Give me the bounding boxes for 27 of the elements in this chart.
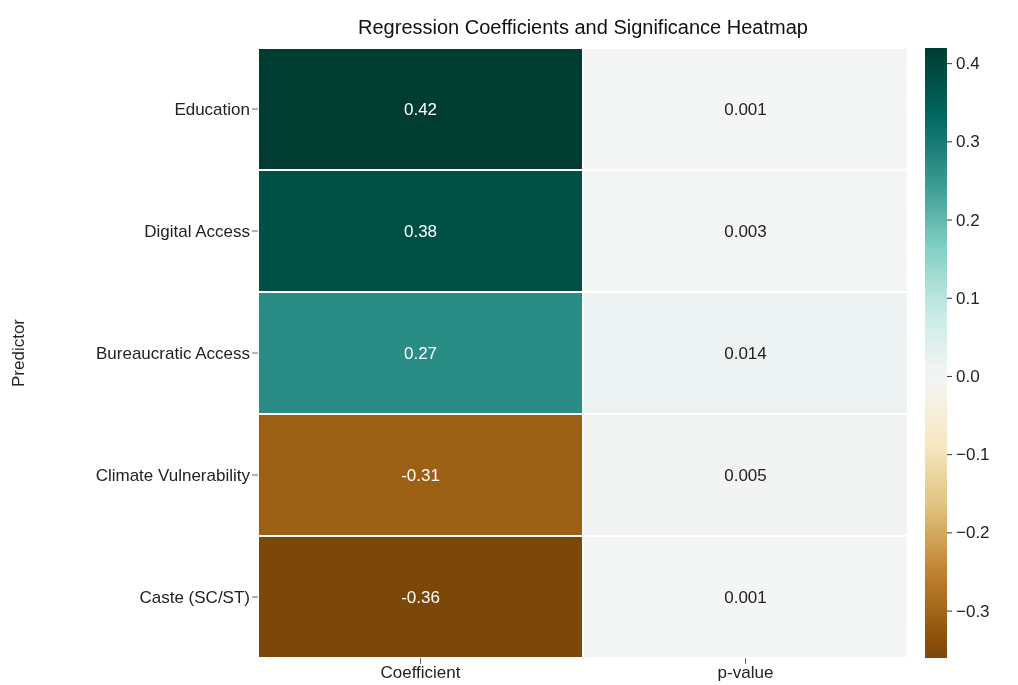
color-bar-label: 0.0 xyxy=(956,366,980,386)
color-bar-label: 0.4 xyxy=(956,54,980,74)
x-tick-label: p-value xyxy=(717,663,774,683)
chart-title: Regression Coefficients and Significance Heatmap xyxy=(357,16,809,39)
color-bar-label: −0.3 xyxy=(956,601,990,621)
data-label: 0.005 xyxy=(724,465,767,485)
y-tick-label: Education xyxy=(174,100,250,120)
color-bar-label: 0.3 xyxy=(956,132,980,152)
data-label: 0.38 xyxy=(403,221,438,241)
y-tick-label: Caste (SC/ST) xyxy=(139,588,250,608)
data-label: 0.001 xyxy=(724,99,767,119)
data-label: 0.003 xyxy=(724,221,767,241)
data-label: -0.36 xyxy=(401,587,440,607)
x-tick-label: Coefficient xyxy=(380,663,461,683)
y-axis-title: Predictor xyxy=(9,318,29,388)
color-bar-label: 0.1 xyxy=(956,288,980,308)
y-tick-label: Climate Vulnerability xyxy=(95,466,251,486)
y-tick-label: Bureaucratic Access xyxy=(95,344,250,364)
data-label: 0.42 xyxy=(403,99,438,119)
color-bar-label: 0.2 xyxy=(956,210,980,230)
color-bar-label: −0.2 xyxy=(956,523,990,543)
color-bar-label: −0.1 xyxy=(956,445,990,465)
data-label: -0.31 xyxy=(401,465,440,485)
y-tick-label: Digital Access xyxy=(144,222,250,242)
data-label: 0.001 xyxy=(724,587,767,607)
data-label: 0.014 xyxy=(724,343,767,363)
data-label: 0.27 xyxy=(403,343,438,363)
